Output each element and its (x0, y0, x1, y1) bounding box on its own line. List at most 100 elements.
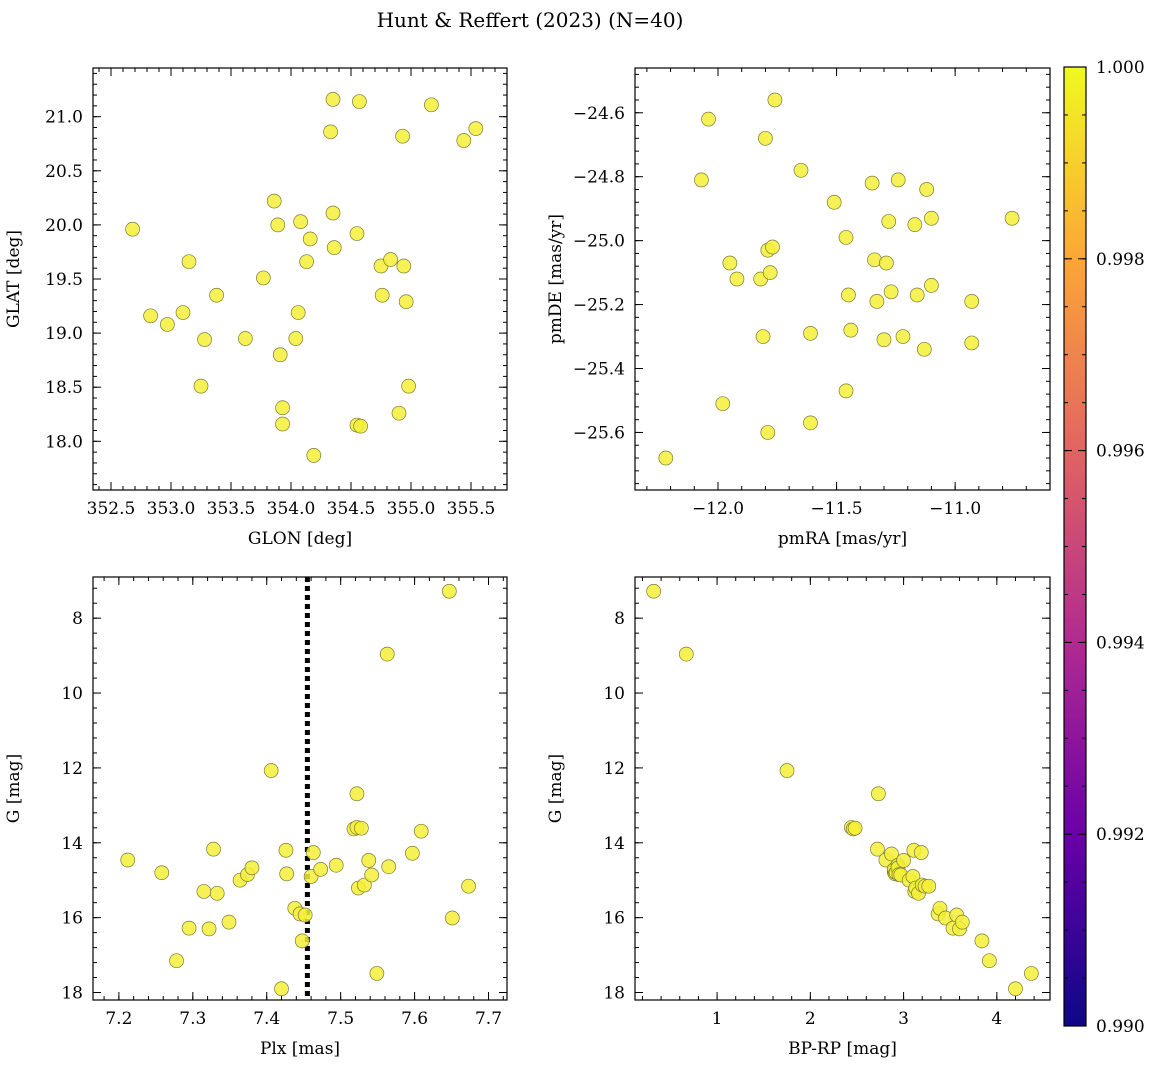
data-point (401, 378, 416, 394)
x-tick-label: 355.5 (447, 499, 496, 519)
panel-pm: −12.0 −11.5 −11.0 −25.6 −25.4 −25.2 −25.0 −24.8… (546, 67, 1051, 549)
data-point (361, 853, 377, 868)
y-axis-label: pmDE [mas/yr] (546, 214, 566, 344)
y-tick-label: 19.0 (45, 324, 83, 344)
data-point (909, 287, 925, 303)
axes-frame (92, 576, 508, 1001)
data-point (758, 130, 773, 146)
data-point (349, 226, 365, 241)
data-point (193, 378, 209, 394)
data-point (160, 317, 175, 332)
data-point (838, 230, 854, 245)
panel-glon-glat: 352.5 353.0 353.5 354.0 354.5 355.0 355.5 18.0 1… (4, 67, 508, 549)
y-tick-label: 8 (72, 609, 83, 629)
y-tick-label: 16 (603, 909, 625, 929)
axes-frame (634, 67, 1051, 491)
data-point (391, 405, 407, 421)
data-point (244, 860, 260, 876)
data-point (263, 763, 279, 778)
data-point (209, 885, 225, 901)
data-point (120, 852, 136, 868)
data-point (701, 111, 716, 127)
data-point (1004, 210, 1020, 226)
x-tick-label: 3 (898, 1009, 909, 1029)
data-point (1008, 981, 1023, 997)
data-point (274, 981, 289, 997)
data-point (890, 172, 906, 188)
data-point (964, 294, 980, 309)
y-tick-label: 21.0 (45, 108, 83, 128)
data-point (374, 287, 390, 303)
data-point (843, 322, 859, 338)
data-point (302, 231, 318, 247)
data-point (398, 294, 414, 310)
data-point (278, 842, 294, 858)
data-point (306, 448, 322, 463)
data-point (288, 331, 304, 346)
y-tick-label: −25.2 (573, 296, 625, 316)
data-point (444, 910, 460, 926)
x-tick-label: 352.5 (87, 499, 136, 519)
data-point (919, 182, 935, 197)
data-point (982, 953, 997, 969)
data-point (916, 341, 932, 357)
data-point (266, 193, 282, 209)
y-axis-label: G [mag] (4, 754, 24, 823)
data-point (275, 416, 290, 432)
data-point (290, 305, 306, 320)
y-tick-label: 18 (61, 984, 83, 1004)
x-tick-label: 7.4 (253, 1009, 280, 1029)
x-tick-label: 354.0 (267, 499, 316, 519)
y-tick-label: 12 (603, 759, 625, 779)
y-axis-label: GLAT [deg] (4, 230, 24, 328)
data-point (154, 865, 170, 881)
colorbar-tick-label: 0.992 (1096, 825, 1145, 845)
y-tick-label: 16 (61, 909, 83, 929)
data-point (206, 841, 221, 857)
x-axis-label: pmRA [mas/yr] (778, 529, 907, 549)
data-point (328, 857, 344, 873)
data-point (694, 172, 709, 188)
y-tick-label: 8 (614, 609, 625, 629)
data-point (881, 214, 897, 229)
data-point (169, 953, 184, 969)
data-point (755, 329, 771, 344)
data-point (299, 254, 314, 270)
y-tick-label: −25.0 (573, 232, 625, 252)
x-tick-label: 355.0 (387, 499, 436, 519)
x-tick-label: 1 (712, 1009, 723, 1029)
data-point (354, 820, 369, 836)
data-point (884, 846, 899, 862)
data-point (793, 162, 809, 178)
data-point (175, 305, 191, 320)
data-point (468, 121, 484, 136)
y-tick-label: 12 (61, 759, 83, 779)
data-point (954, 914, 970, 930)
data-point (869, 294, 885, 309)
data-point (803, 415, 818, 431)
data-point (305, 845, 321, 860)
data-point (396, 258, 412, 274)
y-axis-label: G [mag] (546, 754, 566, 823)
data-point (974, 933, 990, 949)
data-point (349, 786, 365, 802)
data-point (646, 583, 662, 599)
data-point (294, 933, 310, 949)
y-tick-label: 18.5 (45, 378, 83, 398)
x-tick-label: 4 (991, 1009, 1002, 1029)
data-point (272, 347, 288, 363)
data-point (201, 921, 217, 937)
x-tick-label: 7.5 (327, 1009, 354, 1029)
data-point (907, 217, 923, 233)
data-point (658, 450, 674, 466)
data-point (209, 287, 224, 303)
data-point (678, 646, 694, 662)
data-point (964, 335, 980, 351)
y-tick-label: 10 (61, 684, 83, 704)
x-tick-label: 7.3 (179, 1009, 206, 1029)
data-point (143, 308, 158, 324)
data-point (871, 786, 886, 802)
x-tick-label: 354.5 (327, 499, 376, 519)
